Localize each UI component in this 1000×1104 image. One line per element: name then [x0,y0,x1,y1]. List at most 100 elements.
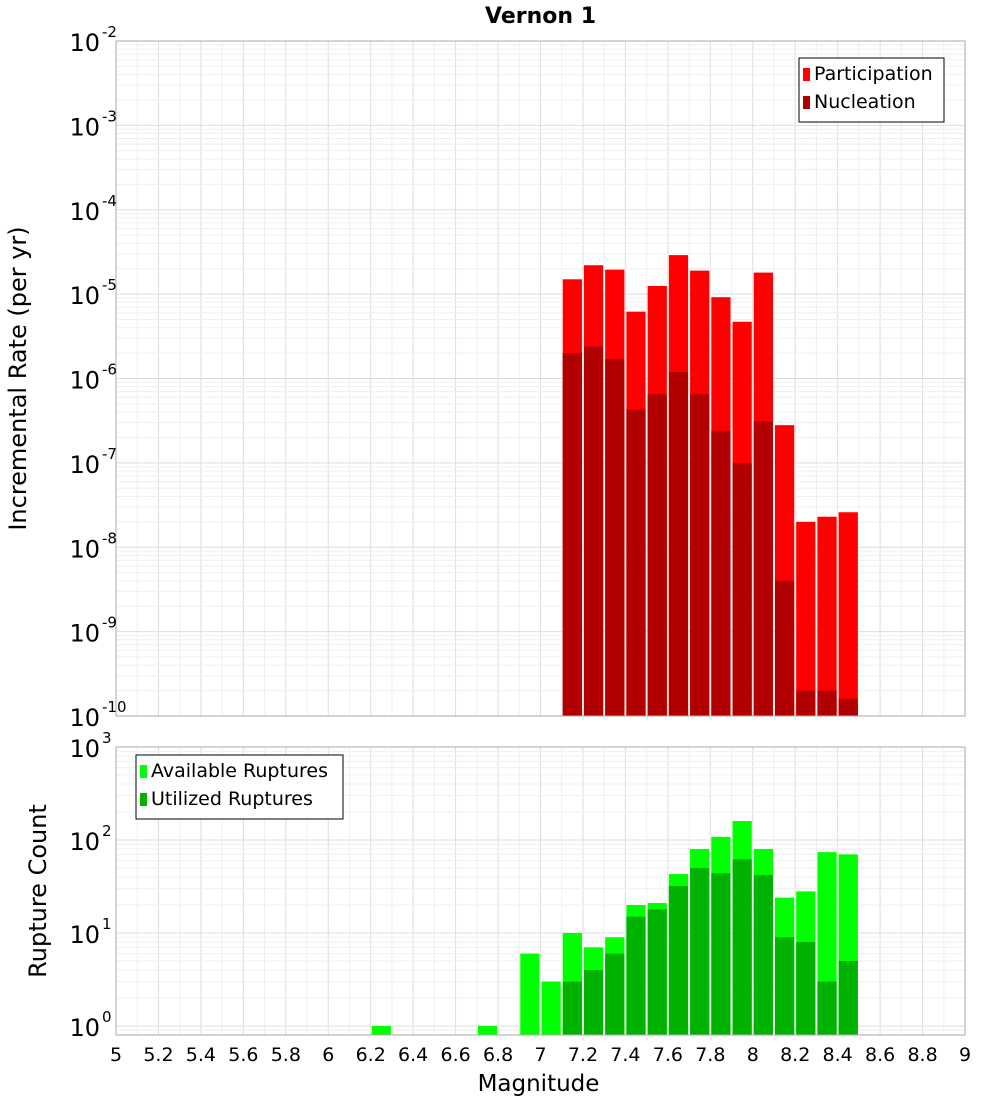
bar-nucleation [774,580,795,716]
bar-nucleation [711,430,731,716]
bar-nucleation [583,346,604,716]
y-axis-label: Incremental Rate (per yr) [4,226,32,530]
y-tick-base-label: 10 [69,113,100,141]
y-tick-exponent-label: -2 [102,23,117,41]
x-tick-label: 6.8 [483,1044,513,1066]
x-tick-label: 6.6 [440,1044,470,1066]
bar-nucleation [605,359,625,716]
bar-utilized-ruptures [753,875,773,1035]
y-tick-base-label: 10 [69,735,100,763]
y-tick-base-label: 10 [69,921,100,949]
bar-participation [817,516,837,716]
bar-nucleation [753,421,773,716]
legend-swatch [803,96,810,109]
x-tick-label: 5.6 [228,1044,258,1066]
legend-swatch [803,68,810,81]
x-tick-label: 9 [959,1044,971,1066]
legend-entry-label: Utilized Ruptures [151,788,313,810]
y-tick-exponent-label: 0 [102,1008,112,1026]
bar-utilized-ruptures [732,859,752,1035]
plot-frame-0 [115,40,966,717]
bar-utilized-ruptures [774,937,795,1035]
bar-nucleation [796,690,816,716]
y-axis-label: Rupture Count [24,804,52,978]
bar-nucleation [562,353,582,716]
legend-box [135,754,344,820]
y-tick-exponent-label: -6 [102,361,117,379]
bar-utilized-ruptures [562,981,582,1035]
bar-available-ruptures [520,953,540,1035]
x-tick-label: 8.2 [780,1044,810,1066]
x-tick-label: 6.2 [356,1044,386,1066]
bar-utilized-ruptures [605,953,625,1035]
y-tick-base-label: 10 [69,451,100,479]
x-tick-label: 8.4 [823,1044,853,1066]
bar-participation [796,521,816,716]
y-tick-exponent-label: -5 [102,276,117,294]
x-tick-label: 7.8 [695,1044,725,1066]
bar-utilized-ruptures [711,873,731,1035]
bar-utilized-ruptures [690,867,710,1035]
bar-available-ruptures [541,981,561,1035]
y-tick-exponent-label: -9 [102,614,117,632]
bar-available-ruptures [477,1025,498,1035]
y-tick-base-label: 10 [69,1014,100,1042]
bar-available-ruptures [371,1025,391,1035]
y-tick-base-label: 10 [69,704,100,732]
y-tick-exponent-label: -7 [102,445,117,463]
x-tick-label: 6.4 [398,1044,428,1066]
x-tick-label: 6 [322,1044,334,1066]
x-tick-label: 5 [110,1044,122,1066]
x-tick-label: 8.6 [865,1044,895,1066]
bar-nucleation [647,394,667,716]
x-tick-label: 5.8 [271,1044,301,1066]
x-tick-label: 7.6 [653,1044,683,1066]
x-tick-label: 7 [534,1044,546,1066]
legend-entry-label: Available Ruptures [151,760,328,782]
y-tick-base-label: 10 [69,828,100,856]
legend-entry-label: Participation [814,63,933,85]
legend-box [798,57,945,123]
y-tick-exponent-label: 1 [102,915,112,933]
bar-nucleation [817,690,837,716]
plot-frame-1 [115,746,966,1036]
y-tick-exponent-label: 3 [102,729,112,747]
bar-utilized-ruptures [626,916,646,1035]
bar-nucleation [732,462,752,717]
y-tick-exponent-label: -3 [102,107,117,125]
y-tick-exponent-label: -10 [102,698,127,716]
y-tick-exponent-label: -8 [102,529,117,547]
bar-nucleation [668,371,689,716]
bar-nucleation [626,409,646,716]
y-tick-exponent-label: 2 [102,822,112,840]
x-axis-label: Magnitude [478,1071,600,1097]
bar-utilized-ruptures [838,960,858,1035]
y-tick-base-label: 10 [69,29,100,57]
bar-nucleation [690,394,710,716]
bar-nucleation [838,698,858,716]
y-tick-base-label: 10 [69,367,100,395]
bar-utilized-ruptures [817,981,837,1035]
bar-utilized-ruptures [647,909,667,1035]
legend-entry-label: Nucleation [814,91,916,113]
legend-swatch [140,765,147,778]
bar-participation [838,512,858,716]
y-tick-base-label: 10 [69,535,100,563]
legend-swatch [140,793,147,806]
chart-title: Vernon 1 [485,4,596,29]
y-tick-exponent-label: -4 [102,192,117,210]
x-tick-label: 8.8 [907,1044,937,1066]
bar-utilized-ruptures [796,942,816,1035]
x-tick-label: 7.4 [610,1044,640,1066]
bar-utilized-ruptures [583,970,604,1035]
x-tick-label: 5.2 [143,1044,173,1066]
x-tick-label: 5.4 [186,1044,216,1066]
bar-utilized-ruptures [668,886,689,1035]
x-tick-label: 8 [747,1044,759,1066]
x-tick-label: 7.2 [568,1044,598,1066]
y-tick-base-label: 10 [69,282,100,310]
y-tick-base-label: 10 [69,198,100,226]
y-tick-base-label: 10 [69,620,100,648]
